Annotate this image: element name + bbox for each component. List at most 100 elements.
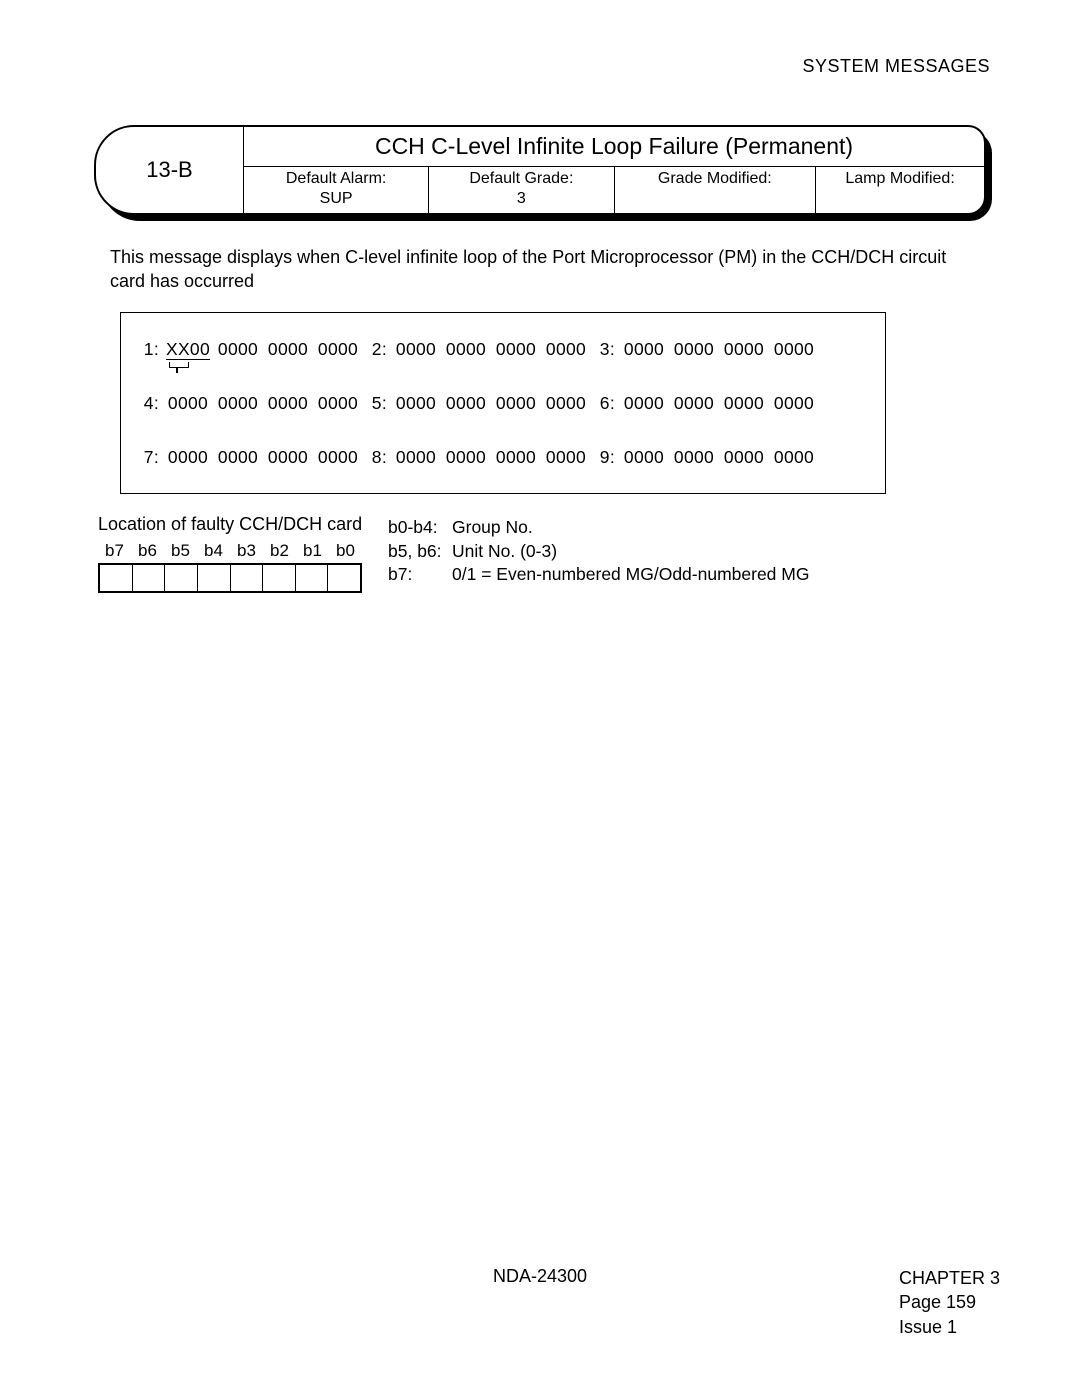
footer-page: Page 159 — [899, 1290, 1000, 1314]
bit-header: b4 — [197, 541, 230, 561]
segment-index: 1: — [135, 339, 163, 359]
data-quad: 0000 — [669, 447, 719, 467]
data-quad: 0000 — [213, 339, 263, 359]
legend-row: b7:0/1 = Even-numbered MG/Odd-numbered M… — [388, 563, 809, 587]
data-quad: 0000 — [719, 393, 769, 413]
data-quad: 0000 — [541, 339, 591, 359]
bit-cell — [100, 565, 133, 591]
data-quad: 0000 — [213, 447, 263, 467]
section-header: SYSTEM MESSAGES — [80, 56, 1000, 77]
data-quad: 0000 — [263, 393, 313, 413]
message-code: 13-B — [96, 127, 244, 213]
data-segment: 7:0000000000000000 — [135, 447, 363, 467]
data-quad-value: XX00 — [166, 339, 210, 360]
data-quad: 0000 — [163, 447, 213, 467]
page-footer: NDA-24300 CHAPTER 3 Page 159 Issue 1 — [80, 1266, 1000, 1339]
data-quad: 0000 — [313, 393, 363, 413]
data-quad: 0000 — [263, 339, 313, 359]
footer-doc: NDA-24300 — [80, 1266, 1000, 1287]
legend-value: 0/1 = Even-numbered MG/Odd-numbered MG — [452, 563, 809, 587]
cell-label: Default Grade: — [469, 170, 573, 187]
data-quad: 0000 — [263, 447, 313, 467]
bit-cell — [328, 565, 360, 591]
bit-header: b7 — [98, 541, 131, 561]
title-box-inner: 13-B CCH C-Level Infinite Loop Failure (… — [94, 125, 986, 215]
data-row: 7:00000000000000008:00000000000000009:00… — [135, 447, 871, 467]
segment-index: 3: — [591, 339, 619, 359]
data-quad: 0000 — [441, 339, 491, 359]
location-legend: b0-b4:Group No.b5, b6:Unit No. (0-3)b7:0… — [388, 514, 809, 587]
bit-cell — [231, 565, 264, 591]
bit-header: b0 — [329, 541, 362, 561]
segment-index: 7: — [135, 447, 163, 467]
message-description: This message displays when C-level infin… — [110, 245, 982, 294]
default-grade-cell: Default Grade: 3 — [429, 167, 614, 213]
data-quad: 0000 — [669, 393, 719, 413]
cell-value: SUP — [320, 190, 353, 207]
default-alarm-cell: Default Alarm: SUP — [244, 167, 429, 213]
title-box-right: CCH C-Level Infinite Loop Failure (Perma… — [244, 127, 984, 213]
legend-key: b0-b4: — [388, 516, 452, 540]
data-segment: 3:0000000000000000 — [591, 339, 819, 359]
data-quad: 0000 — [313, 447, 363, 467]
data-quad: 0000 — [491, 339, 541, 359]
cell-label: Grade Modified: — [658, 170, 772, 187]
legend-value: Group No. — [452, 516, 533, 540]
data-segment: 8:0000000000000000 — [363, 447, 591, 467]
data-quad: 0000 — [619, 393, 669, 413]
lamp-modified-cell: Lamp Modified: — [816, 167, 984, 213]
data-quad: 0000 — [391, 393, 441, 413]
data-segment: 1:XX00000000000000 — [135, 339, 363, 359]
bit-header: b2 — [263, 541, 296, 561]
bit-header: b3 — [230, 541, 263, 561]
data-quad: 0000 — [441, 447, 491, 467]
data-quad: 0000 — [669, 339, 719, 359]
segment-index: 5: — [363, 393, 391, 413]
data-segment: 4:0000000000000000 — [135, 393, 363, 413]
location-left: Location of faulty CCH/DCH card b7b6b5b4… — [98, 514, 378, 593]
data-segment: 2:0000000000000000 — [363, 339, 591, 359]
title-box: 13-B CCH C-Level Infinite Loop Failure (… — [94, 125, 986, 215]
data-quad: 0000 — [619, 339, 669, 359]
segment-index: 2: — [363, 339, 391, 359]
data-quad: 0000 — [491, 447, 541, 467]
data-segment: 6:0000000000000000 — [591, 393, 819, 413]
segment-index: 9: — [591, 447, 619, 467]
bit-cell — [263, 565, 296, 591]
bracket-tip-icon — [176, 368, 178, 373]
bit-table — [98, 563, 362, 593]
data-quad: 0000 — [541, 447, 591, 467]
data-quad: 0000 — [769, 393, 819, 413]
segment-index: 6: — [591, 393, 619, 413]
page: SYSTEM MESSAGES 13-B CCH C-Level Infinit… — [0, 0, 1080, 1397]
data-quad: 0000 — [491, 393, 541, 413]
data-segment: 5:0000000000000000 — [363, 393, 591, 413]
legend-key: b7: — [388, 563, 452, 587]
bit-cell — [165, 565, 198, 591]
data-quad: 0000 — [719, 447, 769, 467]
location-section: Location of faulty CCH/DCH card b7b6b5b4… — [98, 514, 1000, 593]
legend-value: Unit No. (0-3) — [452, 540, 557, 564]
footer-issue: Issue 1 — [899, 1315, 1000, 1339]
title-grid: Default Alarm: SUP Default Grade: 3 Grad… — [244, 167, 984, 213]
cell-label: Default Alarm: — [286, 170, 386, 187]
data-quad: 0000 — [719, 339, 769, 359]
cell-label: Lamp Modified: — [845, 170, 954, 187]
bit-cell — [133, 565, 166, 591]
legend-row: b0-b4:Group No. — [388, 516, 809, 540]
data-quad: 0000 — [769, 447, 819, 467]
data-block: 1:XX000000000000002:00000000000000003:00… — [120, 312, 886, 494]
segment-index: 4: — [135, 393, 163, 413]
data-quad: 0000 — [163, 393, 213, 413]
data-quad: 0000 — [619, 447, 669, 467]
cell-value: 3 — [517, 190, 526, 207]
bracket-icon — [169, 362, 189, 368]
bit-cell — [198, 565, 231, 591]
data-quad: 0000 — [313, 339, 363, 359]
segment-index: 8: — [363, 447, 391, 467]
data-quad: 0000 — [541, 393, 591, 413]
data-quad: 0000 — [769, 339, 819, 359]
legend-key: b5, b6: — [388, 540, 452, 564]
grade-modified-cell: Grade Modified: — [615, 167, 817, 213]
data-segment: 9:0000000000000000 — [591, 447, 819, 467]
